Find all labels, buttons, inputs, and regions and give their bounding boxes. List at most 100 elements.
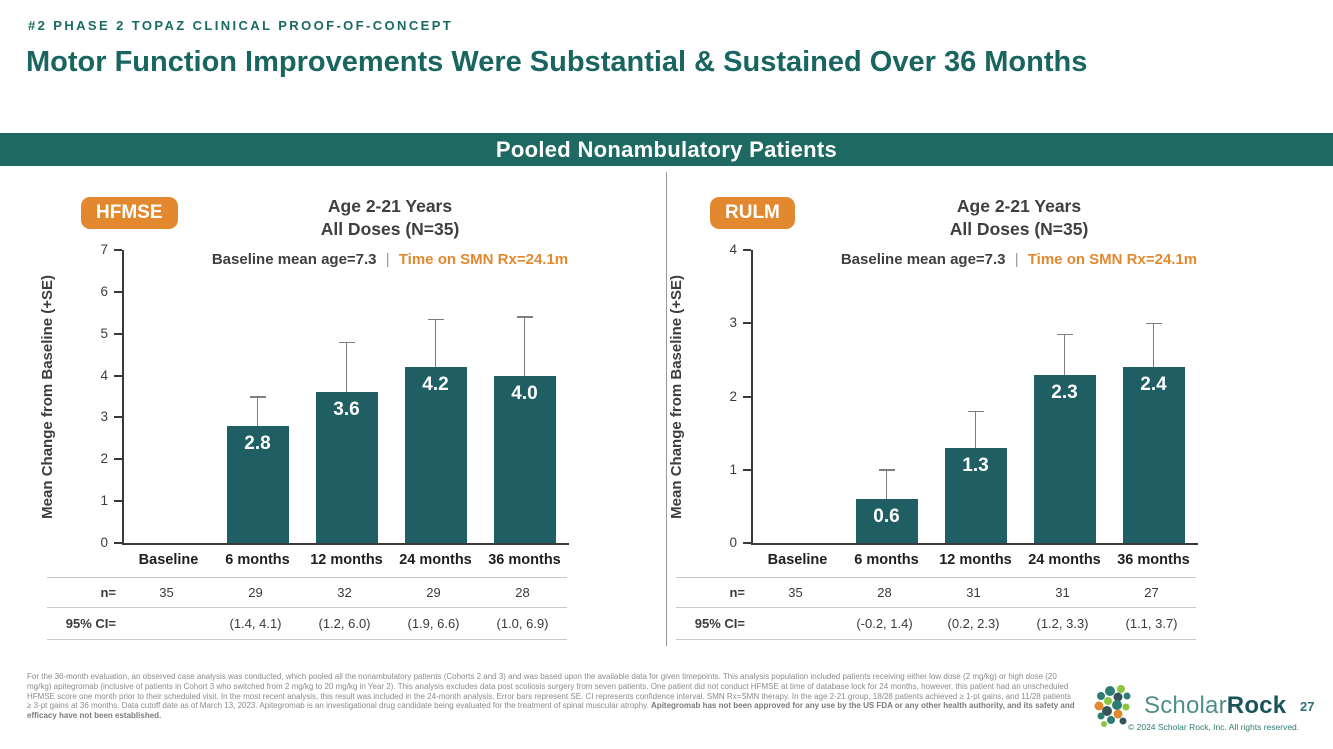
subtitle-baseline-age: Baseline mean age=7.3: [840, 251, 1006, 268]
footnote-bold-disclaimer: Apitegromab has not been approved for an…: [27, 701, 1075, 721]
page-number: 27: [1300, 699, 1315, 714]
table-row-label: 95% CI=: [65, 616, 116, 631]
bar: 4.2: [404, 367, 467, 543]
rulm-chart-subtitle: Baseline mean age=7.3 | Time on SMN Rx=2…: [769, 251, 1269, 268]
y-tick: [743, 468, 751, 471]
y-tick-label: 0: [729, 535, 737, 550]
y-tick-label: 4: [100, 367, 108, 383]
subtitle-smn-time: Time on SMN Rx=24.1m: [1027, 251, 1198, 268]
bar-value-label: 4.2: [422, 374, 449, 396]
stats-table: n= 35 28 31 31 27 95% CI= (-0.2, 1.4) (0.2, 2.3)…: [676, 577, 1196, 640]
y-tick-label: 5: [100, 325, 108, 341]
error-bar-whisker: [523, 316, 526, 376]
table-cell: 31: [1055, 585, 1070, 600]
error-bar-whisker: [1063, 334, 1066, 375]
plot-area: 0 1 2 3 4 Baseline 0.6 6 months 1.3 12 months 2.3 2…: [729, 242, 1198, 568]
bar-value-label: 2.4: [1140, 374, 1167, 396]
error-bar-cap: [878, 469, 895, 471]
subtitle-baseline-age: Baseline mean age=7.3: [211, 251, 377, 268]
table-cell: (0.2, 2.3): [947, 616, 1000, 631]
x-category-label: 12 months: [310, 552, 383, 568]
error-bar-cap: [427, 318, 444, 321]
table-cell: 35: [159, 585, 174, 600]
y-tick-label: 1: [100, 493, 108, 509]
section-banner: Pooled Nonambulatory Patients: [0, 133, 1333, 166]
error-bar-whisker: [345, 342, 348, 393]
y-tick: [114, 374, 122, 377]
y-tick: [114, 458, 122, 461]
rulm-badge: RULM: [710, 197, 795, 229]
bar-value-label: 3.6: [333, 399, 360, 421]
y-tick: [743, 395, 751, 398]
error-bar-whisker: [1152, 323, 1155, 368]
y-tick-label: 4: [729, 242, 737, 257]
y-tick-label: 1: [729, 461, 737, 477]
table-cell: (1.9, 6.6): [407, 616, 460, 631]
x-category-label: 12 months: [939, 552, 1012, 568]
x-category-label: Baseline: [767, 552, 828, 568]
table-cell: (-0.2, 1.4): [856, 616, 913, 631]
bar-value-label: 0.6: [873, 506, 900, 528]
panel-divider-line: [666, 172, 667, 646]
scholar-rock-logo-text: ScholarRock: [1144, 692, 1286, 720]
bar-value-label: 2.3: [1051, 381, 1078, 403]
y-tick-label: 3: [729, 315, 737, 331]
subtitle-separator: |: [1014, 251, 1019, 268]
bar: 2.3: [1033, 374, 1096, 543]
x-category-label: Baseline: [138, 552, 199, 568]
y-tick-label: 2: [100, 451, 108, 467]
logo-word-scholar: Scholar: [1144, 692, 1227, 719]
error-bar-cap: [516, 316, 533, 318]
table-cell: 29: [426, 585, 441, 600]
error-bar-cap: [1056, 333, 1073, 336]
y-tick: [114, 416, 122, 419]
subtitle-smn-time: Time on SMN Rx=24.1m: [398, 251, 569, 268]
table-row: n= 35 28 31 31 27: [676, 577, 1196, 607]
chart-title-line2: All Doses (N=35): [949, 218, 1089, 239]
table-cell: (1.2, 3.3): [1036, 616, 1089, 631]
bar: 2.8: [226, 425, 289, 543]
subtitle-separator: |: [385, 251, 390, 268]
table-row-label: 95% CI=: [694, 616, 745, 631]
x-category-label: 36 months: [488, 552, 561, 568]
y-tick: [114, 500, 122, 503]
table-cell: 28: [877, 585, 892, 600]
rulm-chart-panel: RULM Age 2-21 Years All Doses (N=35) Bas…: [664, 185, 1276, 647]
error-bar-whisker: [256, 396, 259, 426]
hfmse-chart-title: Age 2-21 Years All Doses (N=35): [155, 195, 625, 241]
y-tick: [114, 249, 122, 251]
table-row: n= 35 29 32 29 28: [47, 577, 567, 607]
scholar-rock-logo: ScholarRock: [1092, 683, 1286, 729]
y-tick: [743, 249, 751, 251]
error-bar-whisker: [974, 411, 977, 448]
bar-value-label: 1.3: [962, 454, 989, 476]
error-bar-cap: [1145, 322, 1162, 325]
rulm-chart-title: Age 2-21 Years All Doses (N=35): [784, 195, 1254, 241]
section-banner-label: Pooled Nonambulatory Patients: [495, 136, 838, 162]
x-category-label: 24 months: [1028, 552, 1101, 568]
table-row: 95% CI= (-0.2, 1.4) (0.2, 2.3) (1.2, 3.3) (1…: [676, 607, 1196, 640]
hfmse-chart-subtitle: Baseline mean age=7.3 | Time on SMN Rx=2…: [140, 251, 640, 268]
bar: 0.6: [855, 499, 918, 543]
error-bar-cap: [338, 341, 355, 344]
bar-value-label: 2.8: [244, 432, 271, 454]
y-tick-label: 3: [100, 409, 108, 425]
bar: 4.0: [493, 375, 556, 543]
table-cell: 29: [248, 585, 263, 600]
y-axis-title: Mean Change from Baseline (+SE): [667, 274, 685, 519]
y-tick-label: 6: [100, 283, 108, 299]
y-tick: [743, 542, 751, 544]
y-tick-label: 7: [100, 242, 108, 257]
x-category-label: 24 months: [399, 552, 472, 568]
slide-eyebrow: #2 PHASE 2 TOPAZ CLINICAL PROOF-OF-CONCE…: [28, 18, 454, 33]
chart-title-line1: Age 2-21 Years: [956, 196, 1082, 216]
table-row-label: n=: [100, 585, 116, 600]
chart-title-line2: All Doses (N=35): [320, 218, 460, 239]
y-tick-label: 2: [729, 388, 737, 404]
table-cell: 31: [966, 585, 981, 600]
error-bar-whisker: [885, 469, 888, 500]
logo-word-rock: Rock: [1226, 692, 1287, 719]
copyright-notice: © 2024 Scholar Rock, Inc. All rights res…: [1128, 722, 1300, 732]
y-tick: [743, 322, 751, 325]
